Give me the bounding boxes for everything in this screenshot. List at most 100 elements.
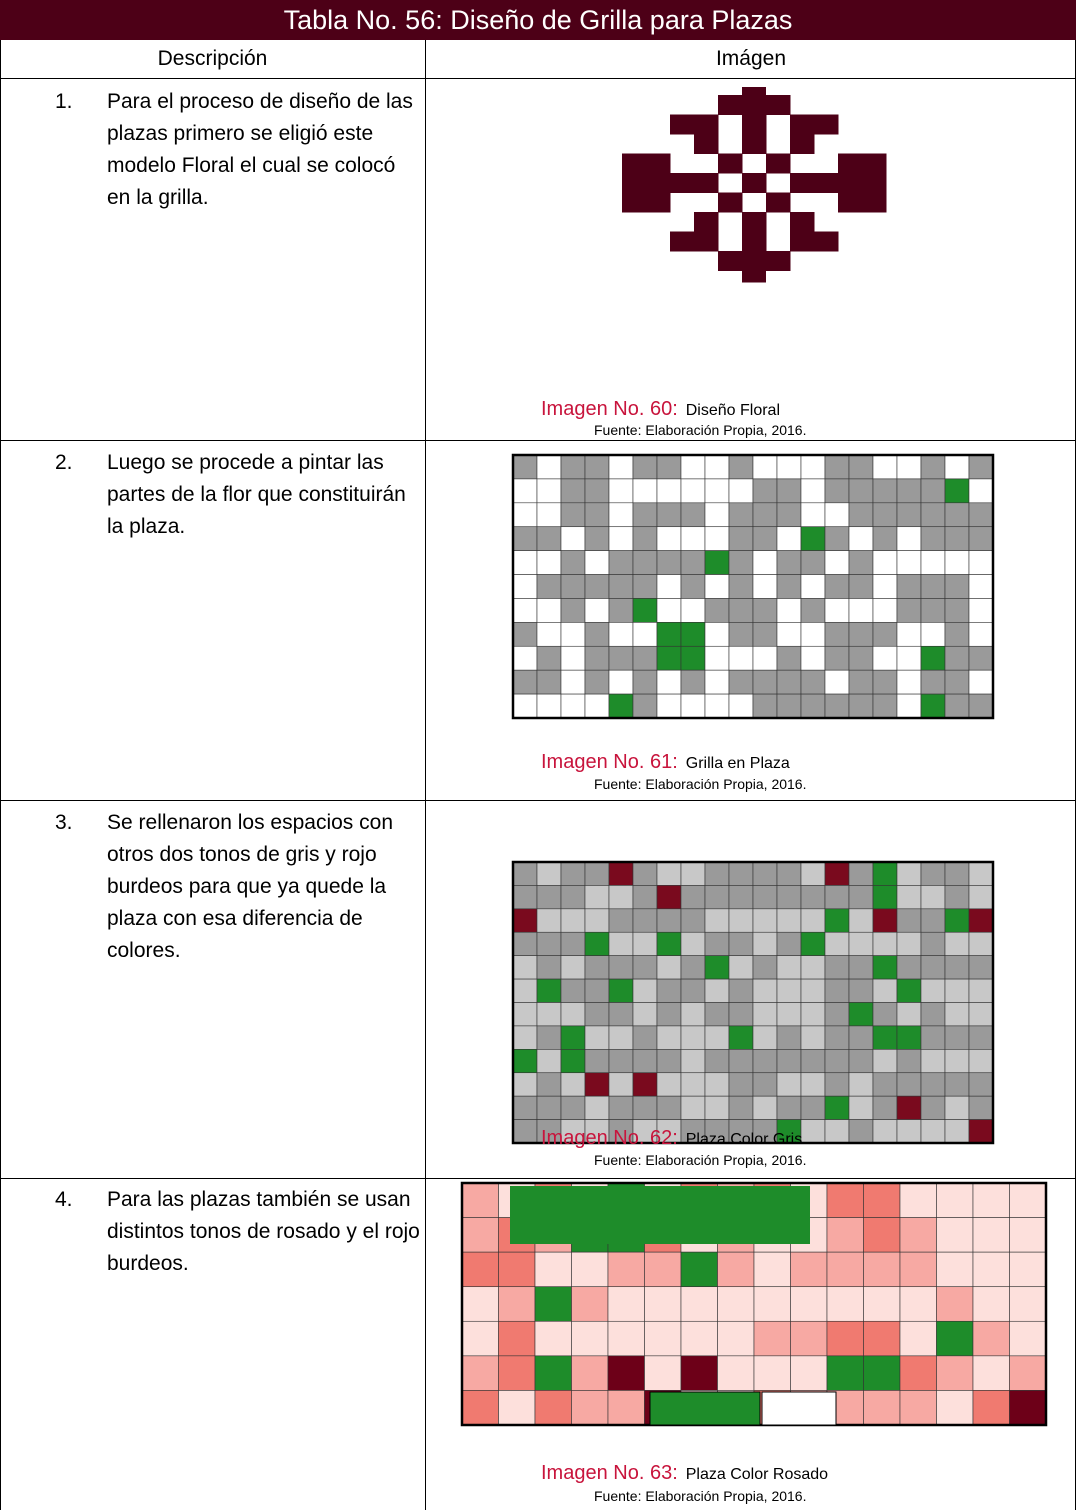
- illustration-shape: [512, 1002, 538, 1027]
- illustration-shape: [632, 574, 658, 599]
- illustration-shape: [644, 1251, 682, 1288]
- illustration-shape: [920, 478, 946, 504]
- illustration-shape: [680, 1320, 718, 1357]
- illustration-shape: [776, 978, 802, 1003]
- illustration-shape: [920, 454, 946, 480]
- illustration-shape: [536, 908, 562, 933]
- illustration-shape: [824, 645, 850, 671]
- illustration-shape: [872, 908, 898, 933]
- illustration-shape: [776, 669, 802, 695]
- illustration-shape: [920, 1002, 946, 1027]
- illustration-shape: [752, 669, 778, 695]
- illustration-shape: [968, 1049, 994, 1074]
- illustration-shape: [968, 622, 994, 647]
- illustration-shape: [728, 574, 754, 599]
- illustration-shape: [920, 645, 946, 671]
- illustration-shape: [670, 114, 695, 135]
- illustration-shape: [944, 693, 970, 719]
- illustration-shape: [936, 1251, 974, 1288]
- illustration-shape: [896, 693, 922, 719]
- illustration-shape: [560, 955, 586, 980]
- illustration-shape: [872, 693, 898, 719]
- illustration-shape: [826, 1182, 864, 1218]
- illustration-shape: [753, 1251, 791, 1288]
- illustration-shape: [704, 1025, 730, 1050]
- row-number: 2.: [55, 451, 73, 474]
- illustration-shape: [632, 1095, 658, 1120]
- illustration-shape: [534, 1251, 572, 1288]
- illustration-shape: [461, 1182, 499, 1218]
- illustration-shape: [790, 1355, 828, 1391]
- illustration-shape: [824, 931, 850, 956]
- illustration-shape: [814, 231, 839, 252]
- illustration-shape: [511, 453, 995, 720]
- illustration-shape: [680, 502, 706, 528]
- description: Para el proceso de diseño de las plazas …: [107, 90, 413, 209]
- illustration-shape: [584, 955, 610, 980]
- illustration-shape: [800, 885, 826, 910]
- caption: Imagen No. 61: Grilla en Plaza: [541, 751, 790, 774]
- illustration-shape: [704, 955, 730, 980]
- illustration-shape: [649, 1391, 761, 1426]
- illustration-shape: [968, 955, 994, 980]
- illustration-shape: [571, 1390, 609, 1426]
- illustration-shape: [704, 478, 730, 504]
- illustration-shape: [632, 931, 658, 956]
- illustration-shape: [776, 931, 802, 956]
- illustration-shape: [656, 1072, 682, 1097]
- illustration-shape: [920, 598, 946, 623]
- illustration-shape: [560, 908, 586, 933]
- illustration-shape: [790, 134, 815, 154]
- illustration-shape: [680, 1072, 706, 1097]
- illustration-shape: [512, 1119, 538, 1144]
- illustration-shape: [968, 454, 994, 480]
- illustration-shape: [824, 1119, 850, 1144]
- illustration-shape: [632, 1002, 658, 1027]
- illustration-shape: [512, 550, 538, 575]
- illustration-shape: [680, 454, 706, 480]
- illustration-shape: [752, 645, 778, 671]
- illustration-shape: [824, 1025, 850, 1050]
- illustration-shape: [571, 1286, 609, 1322]
- illustration-shape: [776, 550, 802, 575]
- illustration-shape: [968, 1119, 994, 1144]
- illustration-shape: [560, 1002, 586, 1027]
- illustration-shape: [848, 1119, 874, 1144]
- illustration-shape: [968, 550, 994, 575]
- illustration-shape: [536, 645, 562, 671]
- illustration-shape: [944, 622, 970, 647]
- illustration-shape: [584, 1002, 610, 1027]
- illustration-shape: [863, 1320, 901, 1357]
- illustration-shape: [704, 1072, 730, 1097]
- illustration-shape: [632, 955, 658, 980]
- illustration-shape: [776, 645, 802, 671]
- illustration-shape: [944, 885, 970, 910]
- illustration-shape: [717, 1320, 755, 1357]
- illustration-shape: [752, 1049, 778, 1074]
- illustration-shape: [656, 1002, 682, 1027]
- illustration-shape: [632, 645, 658, 671]
- illustration-shape: [872, 1025, 898, 1050]
- illustration-shape: [896, 1119, 922, 1144]
- illustration-shape: [512, 955, 538, 980]
- illustration-shape: [656, 574, 682, 599]
- illustration-shape: [680, 693, 706, 719]
- illustration-shape: [584, 550, 610, 575]
- illustration-shape: [968, 1025, 994, 1050]
- illustration-shape: [512, 622, 538, 647]
- illustration-shape: [896, 622, 922, 647]
- illustration-shape: [776, 1002, 802, 1027]
- illustration-shape: [632, 550, 658, 575]
- illustration-shape: [717, 1355, 755, 1391]
- caption-label: Imagen No. 62:: [541, 1127, 678, 1149]
- illustration-shape: [920, 693, 946, 719]
- illustration-shape: [776, 955, 802, 980]
- illustration-shape: [728, 598, 754, 623]
- illustration-shape: [584, 454, 610, 480]
- illustration-shape: [826, 1286, 864, 1322]
- illustration-shape: [704, 908, 730, 933]
- caption-title: Grilla en Plaza: [685, 755, 790, 772]
- illustration-shape: [728, 1025, 754, 1050]
- illustration-shape: [536, 574, 562, 599]
- illustration-shape: [512, 526, 538, 551]
